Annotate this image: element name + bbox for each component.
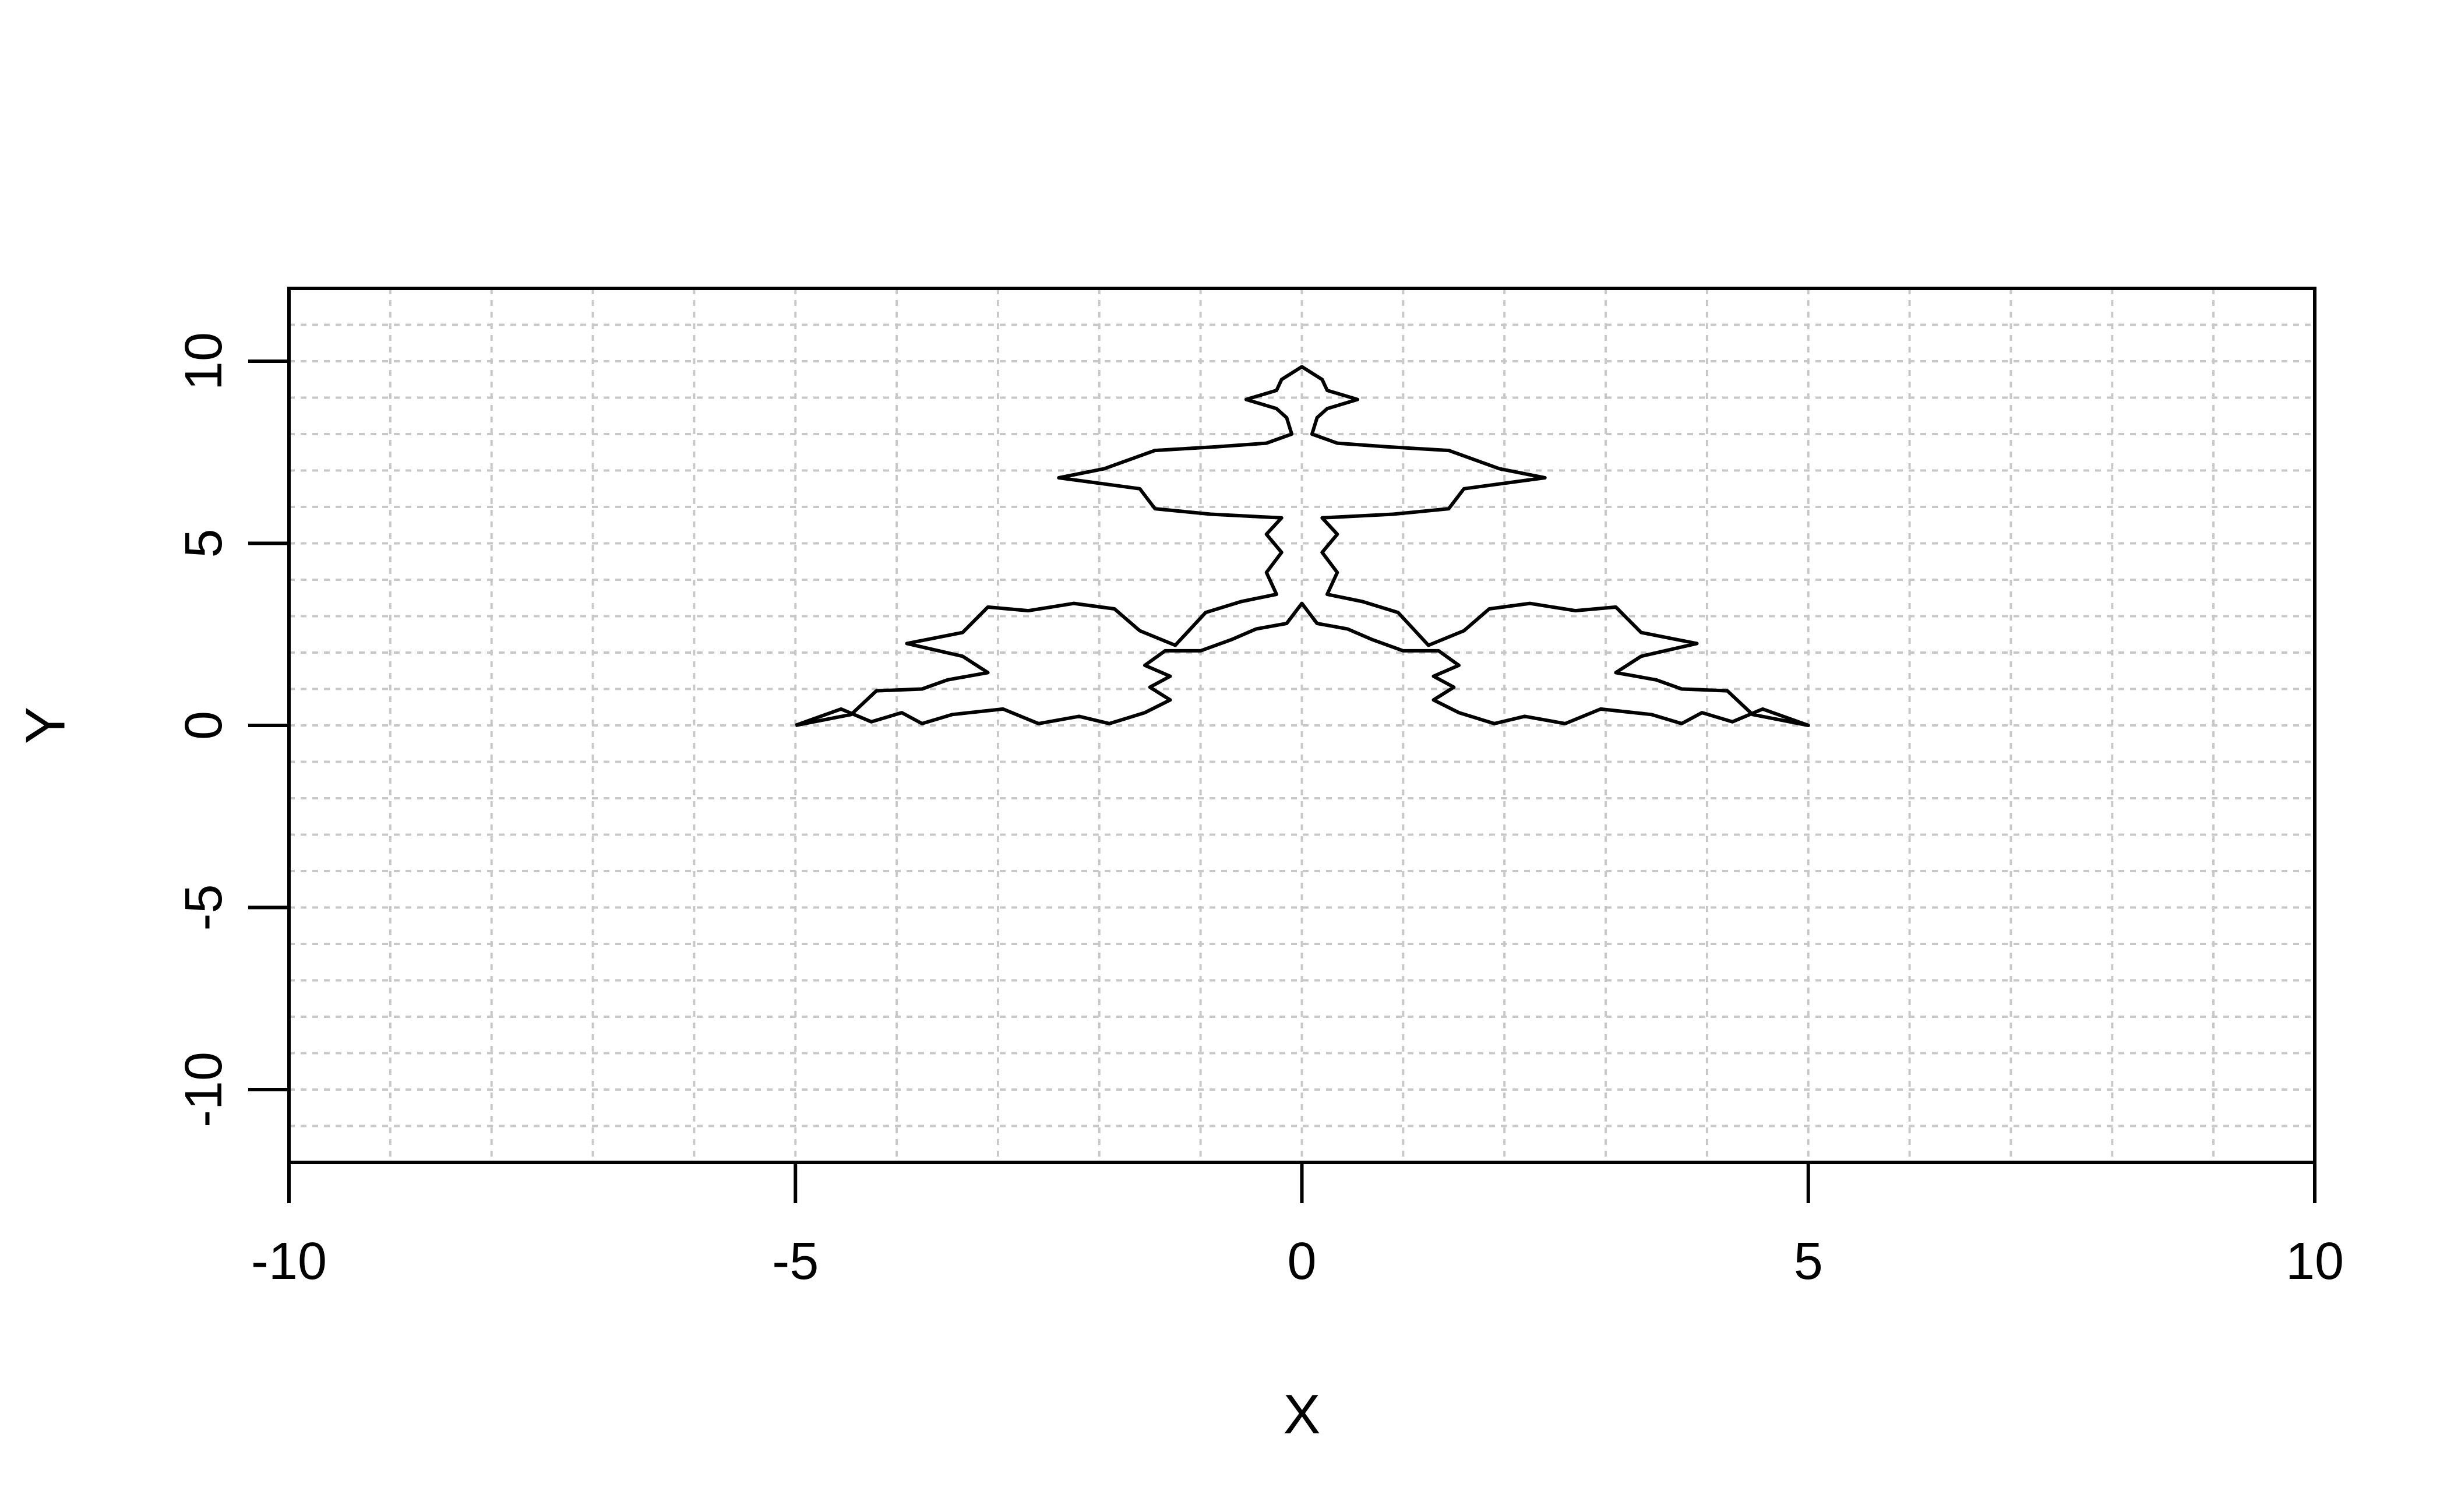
x-tick-label: 5 xyxy=(1794,1232,1823,1291)
y-tick-label: 0 xyxy=(175,711,233,740)
y-tick-label: -5 xyxy=(175,884,233,931)
y-axis-title: Y xyxy=(14,707,76,744)
y-tick-label: 10 xyxy=(175,332,233,390)
y-axis: -10 -5 0 5 10 xyxy=(175,332,291,1127)
x-tick-label: 10 xyxy=(2286,1232,2344,1291)
x-tick-label: -5 xyxy=(772,1232,819,1291)
x-tick-label: -10 xyxy=(251,1232,327,1291)
fractal-curve-series-0 xyxy=(795,365,1810,727)
x-tick-label: 0 xyxy=(1287,1232,1316,1291)
y-tick-label: -10 xyxy=(175,1052,233,1127)
y-tick-label: 5 xyxy=(175,528,233,558)
curve-layer xyxy=(795,365,1810,727)
x-axis-title: X xyxy=(1283,1383,1320,1446)
grid-lines xyxy=(288,287,2316,1164)
x-axis: -10 -5 0 5 10 xyxy=(251,1161,2344,1291)
